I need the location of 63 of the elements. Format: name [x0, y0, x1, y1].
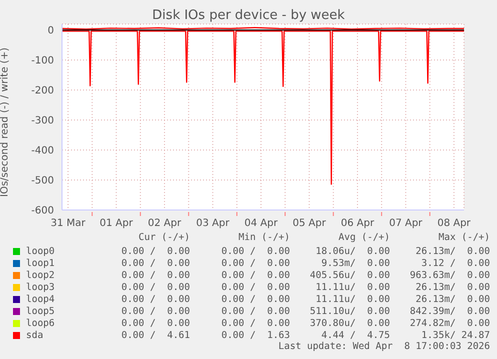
text: 0.00 / 0.00 [120, 294, 190, 304]
y-tick-label: -400 [31, 146, 54, 157]
x-tick-label: 08 Apr [437, 218, 472, 229]
y-tick-label: -300 [31, 116, 54, 127]
text: 0.00 / 0.00 [120, 258, 190, 268]
legend-label: loop1 [25, 258, 56, 268]
text: Avg (-/+) [338, 232, 390, 245]
text: 0.00 / 0.00 [220, 282, 290, 292]
x-tick-label: 02 Apr [148, 218, 182, 229]
text: 405.56u/ 0.00 [308, 270, 390, 280]
x-tick-label: 05 Apr [292, 218, 327, 229]
text: 0.00 / 0.00 [220, 318, 290, 328]
text: 26.13m/ 0.00 [414, 246, 490, 256]
x-tick-label: 31 Mar [50, 218, 86, 229]
legend-label: loop4 [25, 294, 56, 304]
chart-title: Disk IOs per device - by week [151, 8, 346, 23]
text: 963.63m/ 0.00 [408, 270, 490, 280]
legend-label: loop3 [25, 282, 56, 292]
text: 0.00 / 0.00 [120, 318, 190, 328]
legend-label: loop6 [25, 318, 56, 328]
text: 4.44 / 4.75 [320, 330, 390, 340]
text: 11.11u/ 0.00 [314, 294, 390, 304]
text: 0.00 / 0.00 [220, 246, 290, 256]
text: 18.06u/ 0.00 [314, 246, 390, 256]
text: 0.00 / 0.00 [120, 282, 190, 292]
legend-label: loop5 [25, 306, 56, 316]
text: 0.00 / 0.00 [120, 246, 190, 256]
x-tick-label: 07 Apr [389, 218, 424, 229]
text: Cur (-/+) [138, 232, 190, 245]
legend-label: sda [25, 330, 44, 340]
text: 1.35k/ 24.87 [420, 330, 490, 340]
text: Max (-/+) [438, 232, 490, 245]
text: 274.82m/ 0.00 [408, 318, 490, 328]
legend-label: loop0 [25, 246, 56, 256]
text: 0.00 / 0.00 [220, 294, 290, 304]
text: 9.53m/ 0.00 [320, 258, 390, 268]
text: 0.00 / 0.00 [220, 306, 290, 316]
text: 3.12 / 0.00 [420, 258, 490, 268]
text: 0.00 / 1.63 [220, 330, 290, 340]
text: Min (-/+) [238, 232, 290, 245]
text: 511.10u/ 0.00 [308, 306, 390, 316]
text: 0.00 / 4.61 [120, 330, 190, 340]
text: 11.11u/ 0.00 [314, 282, 390, 292]
text: 0.00 / 0.00 [220, 258, 290, 268]
text: 0.00 / 0.00 [120, 306, 190, 316]
x-tick-label: 06 Apr [340, 218, 375, 229]
text: 0.00 / 0.00 [120, 270, 190, 280]
x-tick-label: 03 Apr [196, 218, 230, 229]
text: 0.00 / 0.00 [220, 270, 290, 280]
text: 370.80u/ 0.00 [308, 318, 390, 328]
text: 26.13m/ 0.00 [414, 294, 490, 304]
y-tick-label: -600 [31, 206, 54, 217]
y-tick-label: -200 [31, 86, 54, 97]
y-axis-title: IOs/second read (-) / write (+) [0, 47, 11, 197]
legend-label: loop2 [25, 270, 56, 280]
y-tick-label: -500 [31, 176, 54, 187]
y-tick-label: 0 [48, 26, 54, 37]
x-tick-label: 04 Apr [244, 218, 278, 229]
text: 842.39m/ 0.00 [408, 306, 490, 316]
x-tick-label: 01 Apr [100, 218, 134, 229]
text: Last update: Wed Apr 8 17:00:03 2026 [277, 341, 490, 354]
y-tick-label: -100 [31, 56, 54, 67]
text: 26.13m/ 0.00 [414, 282, 490, 292]
